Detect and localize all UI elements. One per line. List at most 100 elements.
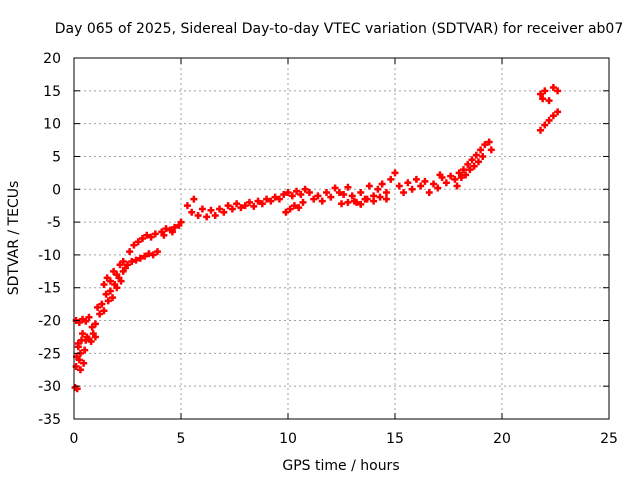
data-point: [119, 257, 127, 265]
data-point: [481, 141, 489, 149]
data-point: [472, 151, 480, 159]
data-point: [145, 250, 153, 258]
y-tick-label: -25: [38, 346, 61, 362]
data-point: [468, 156, 476, 164]
data-point: [100, 280, 108, 288]
data-point: [344, 198, 352, 206]
data-point: [376, 193, 384, 201]
data-point: [106, 277, 114, 285]
data-point: [327, 193, 335, 201]
data-point: [545, 97, 553, 105]
data-point: [459, 166, 467, 174]
axis-tick-labels: 0 5 10 15 20 25 -35 -30 -25 -20 -15 -10 -5 0 5 10 15 20: [38, 51, 618, 447]
data-point: [275, 195, 283, 203]
data-point: [228, 205, 236, 213]
data-point: [91, 320, 99, 328]
data-point: [382, 195, 390, 203]
data-point: [314, 192, 322, 200]
data-point: [391, 169, 399, 177]
data-point: [237, 204, 245, 212]
data-point: [474, 158, 482, 166]
data-point: [149, 251, 157, 259]
data-point: [254, 197, 262, 205]
data-point: [537, 90, 545, 98]
data-point: [412, 175, 420, 183]
data-point: [293, 187, 301, 195]
data-point: [241, 202, 249, 210]
data-point: [104, 297, 112, 305]
data-point: [387, 175, 395, 183]
y-tick-label: -5: [47, 215, 61, 231]
data-point: [271, 193, 279, 201]
data-point: [162, 225, 170, 233]
data-point: [168, 228, 176, 236]
data-point: [363, 195, 371, 203]
data-point: [132, 256, 140, 264]
data-point: [487, 146, 495, 154]
data-point: [549, 84, 557, 92]
y-tick-label: 0: [52, 182, 61, 198]
data-point: [549, 112, 557, 120]
data-point: [344, 183, 352, 191]
y-tick-label: 5: [52, 149, 61, 165]
data-point: [76, 366, 84, 374]
data-point: [290, 202, 298, 210]
data-points: [71, 84, 562, 393]
x-tick-label: 20: [493, 431, 511, 447]
data-point: [190, 195, 198, 203]
data-point: [554, 108, 562, 116]
data-point: [113, 284, 121, 292]
data-point: [395, 182, 403, 190]
data-point: [400, 189, 408, 197]
axis-ticks: [73, 57, 610, 420]
data-point: [194, 212, 202, 220]
data-point: [87, 338, 95, 346]
data-point: [365, 182, 373, 190]
data-point: [357, 189, 365, 197]
data-point: [224, 202, 232, 210]
data-point: [318, 197, 326, 205]
data-point: [267, 197, 275, 205]
data-point: [295, 204, 303, 212]
data-point: [74, 340, 82, 348]
data-point: [310, 195, 318, 203]
data-point: [286, 205, 294, 213]
data-point: [382, 189, 390, 197]
data-point: [421, 177, 429, 185]
data-point: [126, 248, 134, 256]
data-point: [464, 160, 472, 168]
data-point: [245, 198, 253, 206]
data-point: [350, 197, 358, 205]
data-point: [477, 146, 485, 154]
data-point: [117, 277, 125, 285]
data-point: [370, 197, 378, 205]
data-point: [451, 175, 459, 183]
data-point: [177, 218, 185, 226]
chart-title: Day 065 of 2025, Sidereal Day-to-day VTE…: [55, 21, 624, 37]
grid-lines: [74, 58, 609, 419]
data-point: [545, 116, 553, 124]
data-point: [198, 205, 206, 213]
y-tick-label: -15: [38, 281, 61, 297]
data-point: [479, 152, 487, 160]
data-point: [457, 173, 465, 181]
data-point: [447, 172, 455, 180]
data-point: [85, 313, 93, 321]
data-point: [357, 200, 365, 208]
data-point: [466, 166, 474, 174]
data-point: [211, 212, 219, 220]
data-point: [539, 95, 547, 103]
plot-frame: [73, 57, 610, 420]
data-point: [113, 271, 121, 279]
data-point: [284, 189, 292, 197]
data-point: [106, 287, 114, 295]
data-point: [453, 182, 461, 190]
data-point: [280, 191, 288, 199]
data-point: [134, 238, 142, 246]
data-point: [94, 303, 102, 311]
data-point: [171, 223, 179, 231]
y-tick-label: -30: [38, 379, 61, 395]
data-point: [541, 87, 549, 95]
data-point: [96, 310, 104, 318]
